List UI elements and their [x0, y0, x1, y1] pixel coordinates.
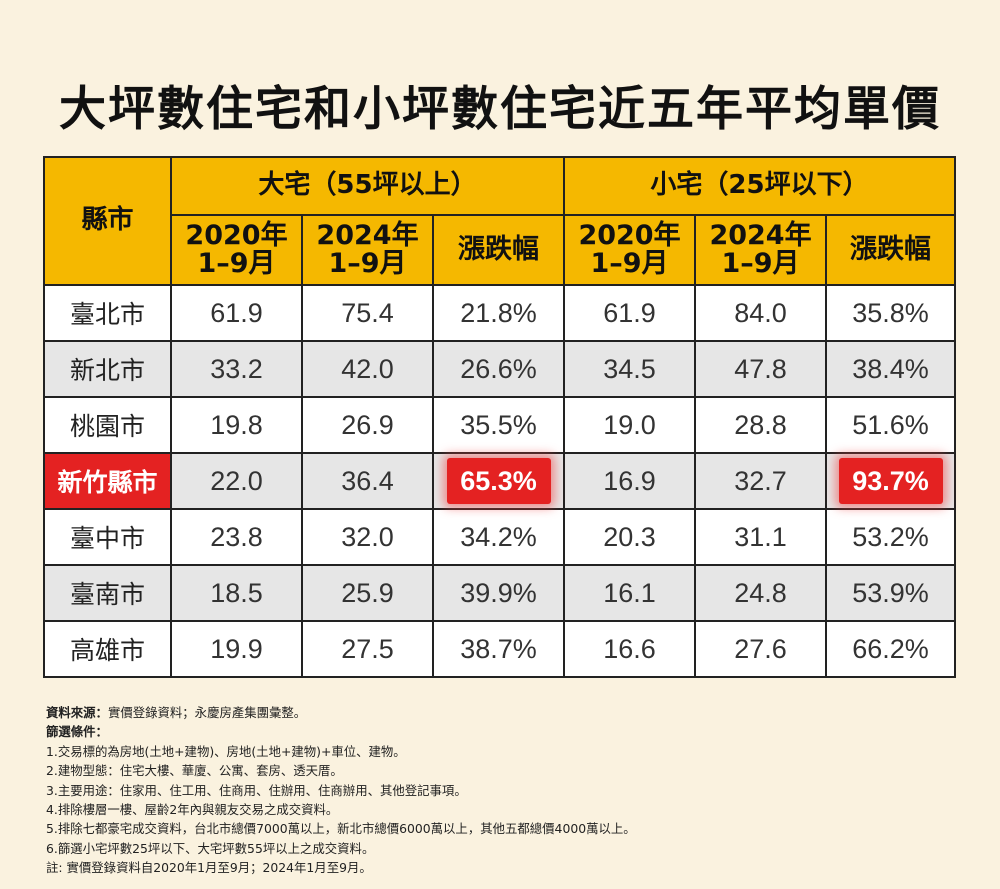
value-cell: 84.0	[694, 284, 828, 342]
value-cell: 25.9	[301, 564, 434, 622]
source-line: 資料來源：實價登錄資料；永慶房產集團彙整。	[46, 705, 307, 720]
value-cell: 18.5	[170, 564, 303, 622]
value-cell: 23.8	[170, 508, 303, 566]
county-header: 縣市	[43, 156, 172, 286]
change-cell: 38.7%	[431, 620, 566, 678]
change-cell: 38.4%	[825, 340, 957, 398]
small-house-header: 小宅（25坪以下）	[563, 156, 957, 216]
value-cell: 33.2	[170, 340, 303, 398]
table-row: 高雄市 19.9 27.5 38.7% 16.6 27.6 66.2%	[43, 620, 957, 678]
small-2020-header: 2020年 1–9月	[563, 214, 697, 286]
table-row: 桃園市 19.8 26.9 35.5% 19.0 28.8 51.6%	[43, 396, 957, 454]
footnotes: 資料來源：實價登錄資料；永慶房產集團彙整。 篩選條件： 1.交易標的為房地(土地…	[46, 703, 966, 878]
city-cell: 臺中市	[43, 508, 172, 566]
value-cell: 61.9	[170, 284, 303, 342]
city-cell: 新北市	[43, 340, 172, 398]
value-cell: 24.8	[694, 564, 828, 622]
value-cell: 16.9	[563, 452, 697, 510]
value-cell: 27.6	[694, 620, 828, 678]
note-item: 2.建物型態：住宅大樓、華廈、公寓、套房、透天厝。	[46, 763, 343, 779]
change-cell: 35.5%	[431, 396, 566, 454]
change-cell: 51.6%	[825, 396, 957, 454]
value-cell: 19.9	[170, 620, 303, 678]
page-title: 大坪數住宅和小坪數住宅近五年平均單價	[59, 82, 941, 137]
table-row: 新北市 33.2 42.0 26.6% 34.5 47.8 38.4%	[43, 340, 957, 398]
table-row: 臺北市 61.9 75.4 21.8% 61.9 84.0 35.8%	[43, 284, 957, 342]
note-item: 3.主要用途：住家用、住工用、住商用、住辦用、住商辦用、其他登記事項。	[46, 782, 467, 798]
change-cell: 21.8%	[431, 284, 566, 342]
note-item: 1.交易標的為房地(土地+建物)、房地(土地+建物)+車位、建物。	[46, 743, 406, 759]
value-cell: 22.0	[170, 452, 303, 510]
city-cell-highlighted: 新竹縣市	[43, 452, 172, 510]
note-item: 4.排除樓層一樓、屋齡2年內與親友交易之成交資料。	[46, 802, 339, 818]
value-cell: 27.5	[301, 620, 434, 678]
city-cell: 桃園市	[43, 396, 172, 454]
large-2024-header: 2024年 1–9月	[301, 214, 434, 286]
value-cell: 19.8	[170, 396, 303, 454]
change-cell: 26.6%	[431, 340, 566, 398]
value-cell: 32.0	[301, 508, 434, 566]
table-row: 臺中市 23.8 32.0 34.2% 20.3 31.1 53.2%	[43, 508, 957, 566]
change-cell: 65.3%	[431, 452, 566, 510]
table-row: 臺南市 18.5 25.9 39.9% 16.1 24.8 53.9%	[43, 564, 957, 622]
value-cell: 20.3	[563, 508, 697, 566]
value-cell: 19.0	[563, 396, 697, 454]
large-change-header: 漲跌幅	[431, 214, 566, 286]
large-2020-header: 2020年 1–9月	[170, 214, 303, 286]
note-item: 註: 實價登錄資料自2020年1月至9月；2024年1月至9月。	[46, 860, 372, 876]
large-house-header: 大宅（55坪以上）	[169, 156, 566, 216]
change-cell: 66.2%	[825, 620, 957, 678]
city-cell: 高雄市	[43, 620, 172, 678]
value-cell: 31.1	[694, 508, 828, 566]
value-cell: 42.0	[301, 340, 434, 398]
city-cell: 臺南市	[43, 564, 172, 622]
value-cell: 16.1	[563, 564, 697, 622]
change-cell: 53.2%	[825, 508, 957, 566]
value-cell: 75.4	[301, 284, 434, 342]
value-cell: 36.4	[301, 452, 434, 510]
value-cell: 28.8	[694, 396, 828, 454]
value-cell: 61.9	[563, 284, 697, 342]
highlight-badge: 65.3%	[446, 458, 551, 504]
value-cell: 16.6	[563, 620, 697, 678]
change-cell: 39.9%	[431, 564, 566, 622]
small-change-header: 漲跌幅	[825, 214, 957, 286]
value-cell: 34.5	[563, 340, 697, 398]
filter-label: 篩選條件：	[46, 724, 108, 740]
small-2024-header: 2024年 1–9月	[694, 214, 828, 286]
change-cell: 53.9%	[825, 564, 957, 622]
change-cell: 34.2%	[431, 508, 566, 566]
value-cell: 32.7	[694, 452, 828, 510]
city-cell: 臺北市	[43, 284, 172, 342]
change-cell: 93.7%	[825, 452, 957, 510]
value-cell: 26.9	[301, 396, 434, 454]
change-cell: 35.8%	[825, 284, 957, 342]
highlight-badge: 93.7%	[838, 458, 943, 504]
price-table: 縣市 大宅（55坪以上） 小宅（25坪以下） 2020年 1–9月 2024年 1–…	[43, 156, 957, 678]
value-cell: 47.8	[694, 340, 828, 398]
note-item: 6.篩選小宅坪數25坪以下、大宅坪數55坪以上之成交資料。	[46, 840, 375, 856]
table-row-highlighted: 新竹縣市 22.0 36.4 65.3% 16.9 32.7 93.7%	[43, 452, 957, 510]
note-item: 5.排除七都豪宅成交資料，台北市總價7000萬以上，新北市總價6000萬以上，其…	[46, 821, 636, 837]
